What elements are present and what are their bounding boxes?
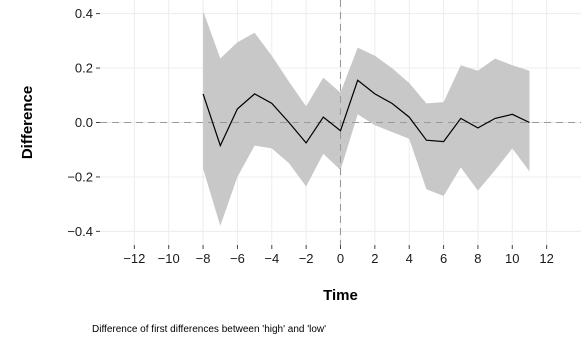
x-tick-label: 0 (337, 251, 344, 266)
x-tick-label: 2 (371, 251, 378, 266)
series-line (202, 79, 530, 148)
axis-ticks: −0.4 −0.2 0.0 0.2 0.4 −12 −10 −8 −6 −4 −2 0 2 4 6 8 10 12 (67, 6, 554, 266)
x-tick-label: −12 (123, 251, 145, 266)
y-tick-label: 0.2 (75, 61, 93, 76)
x-tick-label: 10 (505, 251, 519, 266)
x-tick-label: 4 (406, 251, 413, 266)
x-tick-label: 12 (539, 251, 553, 266)
x-tick-label: 6 (440, 251, 447, 266)
x-tick-label: 8 (474, 251, 481, 266)
x-tick-label: −4 (264, 251, 279, 266)
y-tick-label: −0.4 (67, 224, 93, 239)
x-tick-label: −10 (158, 251, 180, 266)
confidence-band (203, 10, 530, 226)
x-tick-label: −2 (299, 251, 314, 266)
y-tick-label: 0.4 (75, 6, 93, 21)
x-tick-label: −6 (230, 251, 245, 266)
y-axis-title: Difference (19, 86, 36, 159)
y-tick-label: −0.2 (67, 169, 93, 184)
chart-caption: Difference of first differences between … (92, 324, 327, 335)
y-tick-label: 0.0 (75, 115, 93, 130)
x-axis-title: Time (323, 287, 358, 304)
x-tick-label: −8 (196, 251, 211, 266)
